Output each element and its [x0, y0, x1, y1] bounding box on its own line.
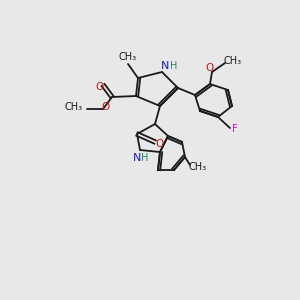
- Text: N: N: [161, 61, 169, 71]
- Text: O: O: [95, 82, 103, 92]
- Text: O: O: [205, 63, 213, 73]
- Text: H: H: [170, 61, 178, 71]
- Text: O: O: [102, 102, 110, 112]
- Text: N: N: [133, 153, 141, 163]
- Text: F: F: [232, 124, 238, 134]
- Text: CH₃: CH₃: [224, 56, 242, 66]
- Text: CH₃: CH₃: [119, 52, 137, 62]
- Text: CH₃: CH₃: [189, 162, 207, 172]
- Text: H: H: [141, 153, 149, 163]
- Text: O: O: [155, 139, 163, 149]
- Text: CH₃: CH₃: [65, 102, 83, 112]
